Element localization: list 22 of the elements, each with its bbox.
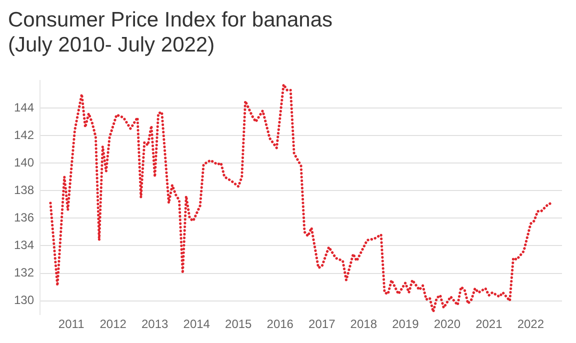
y-tick-label: 140 <box>14 155 34 170</box>
x-tick-label: 2012 <box>100 317 127 332</box>
chart-title: Consumer Price Index for bananas (July 2010- July 2022) <box>8 8 333 57</box>
y-tick-label: 144 <box>14 100 34 114</box>
y-tick-label: 134 <box>14 238 34 252</box>
x-tick-label: 2011 <box>58 317 85 332</box>
x-tick-label: 2021 <box>476 317 503 332</box>
y-tick-label: 138 <box>14 182 34 197</box>
x-tick-label: 2018 <box>350 317 378 332</box>
x-tick-label: 2015 <box>225 317 252 332</box>
x-tick-label: 2022 <box>517 317 544 332</box>
y-tick-label: 136 <box>14 210 34 224</box>
x-tick-label: 2020 <box>434 317 461 332</box>
y-tick-label: 130 <box>14 293 34 308</box>
x-tick-label: 2016 <box>266 317 294 332</box>
line-series <box>49 83 553 314</box>
x-tick-label: 2013 <box>142 317 169 332</box>
y-tick-label: 132 <box>14 266 34 280</box>
x-tick-label: 2019 <box>392 317 420 332</box>
x-tick-label: 2014 <box>183 317 210 332</box>
x-tick-label: 2017 <box>308 317 336 332</box>
y-tick-label: 142 <box>14 128 34 142</box>
